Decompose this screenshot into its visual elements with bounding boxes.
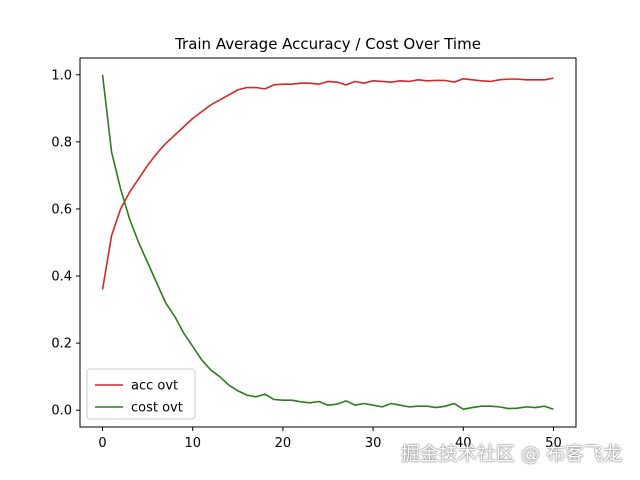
series-line-cost-ovt <box>101 74 554 411</box>
watermark-text: 掘金技术社区 @ 布客飞龙 <box>400 443 622 465</box>
x-tick-label: 10 <box>184 436 201 451</box>
x-tick-label: 50 <box>545 436 562 451</box>
x-tick-label: 40 <box>455 436 472 451</box>
y-tick-label: 0.0 <box>51 404 72 419</box>
plot-area <box>79 57 577 428</box>
y-tick-label: 0.8 <box>51 135 72 150</box>
x-tick-label: 0 <box>98 436 106 451</box>
y-tick-label: 0.2 <box>51 337 72 352</box>
series-line-acc-ovt <box>101 77 554 290</box>
series-lines <box>101 74 554 411</box>
legend-label-acc-ovt: acc ovt <box>131 379 178 394</box>
y-tick-label: 1.0 <box>51 68 72 83</box>
legend: acc ovt cost ovt <box>86 368 196 420</box>
legend-label-cost-ovt: cost ovt <box>131 401 183 416</box>
x-tick-label: 30 <box>365 436 382 451</box>
chart-title: Train Average Accuracy / Cost Over Time <box>174 35 481 53</box>
y-tick-label: 0.6 <box>51 202 72 217</box>
y-tick-label: 0.4 <box>51 270 72 285</box>
y-axis: 0.0 0.2 0.4 0.6 0.8 1.0 <box>51 68 80 419</box>
x-tick-label: 20 <box>275 436 292 451</box>
x-axis: 0 10 20 30 40 50 <box>98 427 562 451</box>
